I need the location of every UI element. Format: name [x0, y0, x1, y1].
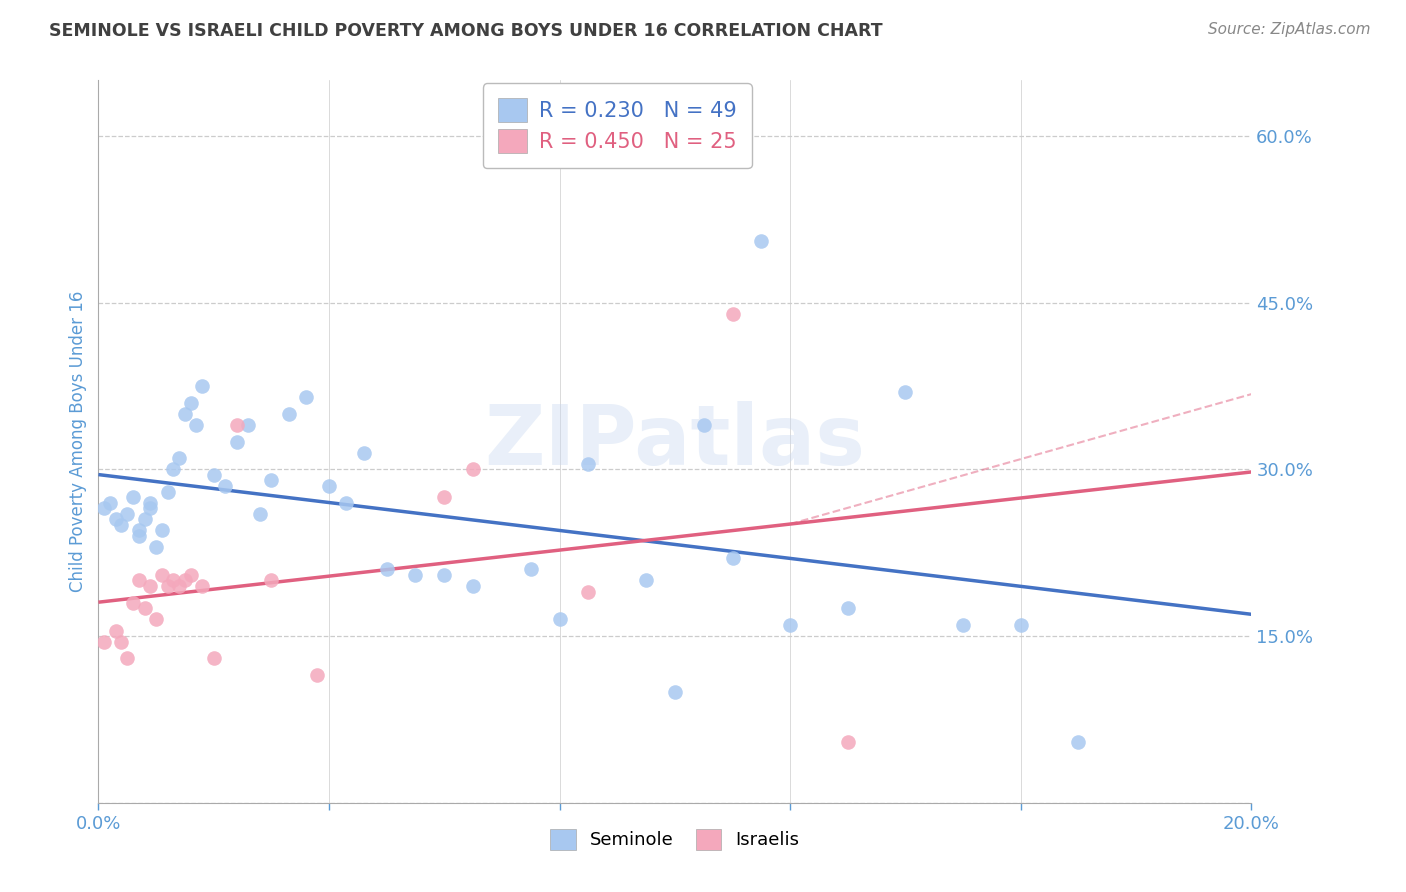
Point: [150, 524, 173, 538]
Point: [202, 651, 225, 665]
Text: ZIPatlas: ZIPatlas: [485, 401, 865, 482]
Point: [664, 684, 686, 698]
Point: [104, 624, 127, 638]
Point: [93, 634, 115, 648]
Legend: Seminole, Israelis: Seminole, Israelis: [541, 820, 808, 859]
Point: [894, 384, 917, 399]
Point: [93, 501, 115, 516]
Point: [186, 417, 208, 432]
Point: [433, 568, 456, 582]
Point: [134, 601, 156, 615]
Point: [162, 462, 184, 476]
Point: [139, 579, 162, 593]
Point: [335, 496, 357, 510]
Point: [202, 467, 225, 482]
Point: [156, 579, 179, 593]
Point: [150, 568, 173, 582]
Point: [117, 507, 139, 521]
Point: [238, 417, 260, 432]
Point: [578, 457, 600, 471]
Point: [260, 474, 283, 488]
Point: [104, 512, 127, 526]
Point: [139, 496, 162, 510]
Text: SEMINOLE VS ISRAELI CHILD POVERTY AMONG BOYS UNDER 16 CORRELATION CHART: SEMINOLE VS ISRAELI CHILD POVERTY AMONG …: [49, 22, 883, 40]
Point: [353, 445, 375, 459]
Point: [98, 496, 121, 510]
Point: [180, 568, 202, 582]
Point: [837, 601, 859, 615]
Point: [191, 379, 214, 393]
Point: [837, 734, 859, 748]
Point: [145, 612, 167, 626]
Point: [128, 574, 150, 588]
Point: [110, 634, 132, 648]
Point: [721, 551, 744, 566]
Point: [1067, 734, 1090, 748]
Point: [174, 407, 197, 421]
Point: [636, 574, 658, 588]
Point: [128, 529, 150, 543]
Point: [375, 562, 398, 576]
Point: [225, 434, 247, 449]
Point: [134, 512, 156, 526]
Point: [721, 307, 744, 321]
Point: [520, 562, 543, 576]
Point: [174, 574, 197, 588]
Point: [433, 490, 456, 504]
Point: [167, 579, 190, 593]
Point: [214, 479, 236, 493]
Point: [162, 574, 184, 588]
Point: [548, 612, 571, 626]
Point: [295, 390, 318, 404]
Point: [751, 235, 773, 249]
Point: [139, 501, 162, 516]
Point: [1010, 618, 1032, 632]
Point: [952, 618, 974, 632]
Point: [191, 579, 214, 593]
Point: [405, 568, 427, 582]
Point: [779, 618, 801, 632]
Point: [145, 540, 167, 554]
Point: [128, 524, 150, 538]
Point: [693, 417, 716, 432]
Point: [249, 507, 271, 521]
Point: [156, 484, 179, 499]
Point: [461, 462, 484, 476]
Point: [461, 579, 484, 593]
Point: [307, 668, 329, 682]
Point: [318, 479, 340, 493]
Point: [260, 574, 283, 588]
Point: [110, 517, 132, 532]
Point: [277, 407, 299, 421]
Point: [122, 490, 145, 504]
Point: [578, 584, 600, 599]
Point: [167, 451, 190, 466]
Point: [117, 651, 139, 665]
Point: [122, 596, 145, 610]
Point: [225, 417, 247, 432]
Y-axis label: Child Poverty Among Boys Under 16: Child Poverty Among Boys Under 16: [69, 291, 87, 592]
Text: Source: ZipAtlas.com: Source: ZipAtlas.com: [1208, 22, 1371, 37]
Point: [180, 395, 202, 409]
